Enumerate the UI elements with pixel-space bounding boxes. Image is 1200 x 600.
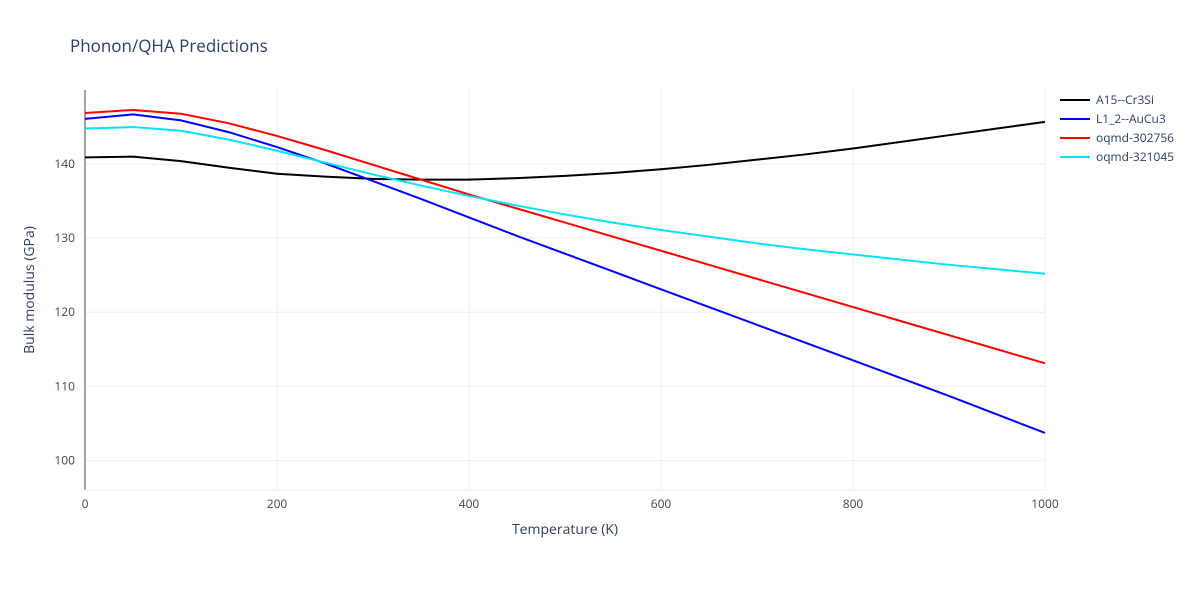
x-tick-label: 0 <box>82 495 89 512</box>
y-tick-label: 100 <box>54 451 75 468</box>
y-axis-label: Bulk modulus (GPa) <box>20 90 40 490</box>
legend-swatch <box>1060 118 1090 120</box>
legend-swatch <box>1060 137 1090 139</box>
legend-label: L1_2--AuCu3 <box>1096 110 1166 127</box>
series-line[interactable] <box>85 122 1045 180</box>
y-tick-label: 140 <box>54 155 75 172</box>
x-axis-label: Temperature (K) <box>85 520 1045 539</box>
legend-label: oqmd-321045 <box>1096 148 1174 165</box>
legend-swatch <box>1060 156 1090 158</box>
chart-container: Phonon/QHA Predictions 02004006008001000… <box>0 0 1200 600</box>
legend-label: A15--Cr3Si <box>1096 91 1154 108</box>
series-line[interactable] <box>85 110 1045 363</box>
legend-item[interactable]: oqmd-321045 <box>1060 147 1174 166</box>
y-tick-label: 130 <box>54 229 75 246</box>
x-tick-label: 600 <box>651 495 672 512</box>
series-line[interactable] <box>85 114 1045 433</box>
series-line[interactable] <box>85 127 1045 274</box>
x-tick-label: 800 <box>843 495 864 512</box>
legend-item[interactable]: oqmd-302756 <box>1060 128 1174 147</box>
x-tick-label: 1000 <box>1031 495 1059 512</box>
x-tick-label: 200 <box>267 495 288 512</box>
x-tick-label: 400 <box>459 495 480 512</box>
chart-title: Phonon/QHA Predictions <box>70 34 268 57</box>
y-tick-label: 110 <box>54 377 75 394</box>
legend: A15--Cr3Si L1_2--AuCu3 oqmd-302756 oqmd-321… <box>1060 90 1174 166</box>
legend-swatch <box>1060 99 1090 101</box>
y-tick-label: 120 <box>54 303 75 320</box>
legend-item[interactable]: L1_2--AuCu3 <box>1060 109 1174 128</box>
legend-label: oqmd-302756 <box>1096 129 1174 146</box>
legend-item[interactable]: A15--Cr3Si <box>1060 90 1174 109</box>
plot-area[interactable]: 02004006008001000100110120130140 <box>85 90 1045 490</box>
plot-svg: 02004006008001000100110120130140 <box>85 90 1045 490</box>
